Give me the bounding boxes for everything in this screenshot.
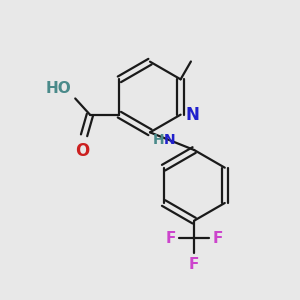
Text: HO: HO (46, 80, 72, 95)
Text: N: N (163, 133, 175, 147)
Text: H: H (153, 133, 165, 147)
Text: N: N (186, 106, 200, 124)
Text: F: F (212, 231, 223, 246)
Text: F: F (189, 257, 200, 272)
Text: O: O (76, 142, 90, 160)
Text: F: F (166, 231, 176, 246)
